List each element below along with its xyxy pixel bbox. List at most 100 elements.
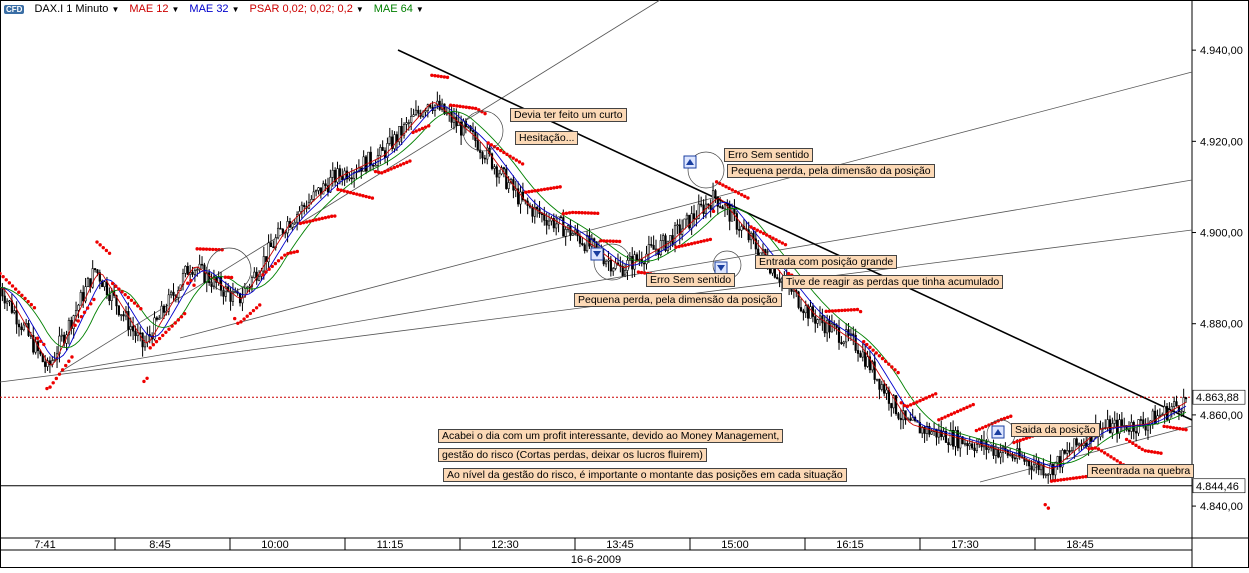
psar-dot <box>38 339 43 344</box>
trendline <box>179 71 1193 339</box>
psar-dot <box>439 74 443 79</box>
psar-dot <box>380 171 384 175</box>
psar-dot <box>696 240 700 244</box>
psar-dot <box>295 249 299 254</box>
candle-body <box>191 271 194 275</box>
psar-dot <box>927 394 932 399</box>
psar-dot <box>351 191 356 196</box>
candle-body <box>134 330 137 337</box>
psar-dot <box>42 342 46 347</box>
candle-body <box>754 238 757 250</box>
psar-dot <box>182 311 187 316</box>
candle-body <box>735 213 738 230</box>
psar-dot <box>586 211 591 215</box>
psar-dot <box>542 187 547 192</box>
psar-dot <box>1115 459 1119 463</box>
psar-dot <box>267 267 271 271</box>
candle-body <box>481 152 484 159</box>
candle-body <box>1120 419 1123 426</box>
candle-body <box>108 294 111 301</box>
candle-body <box>1106 419 1109 428</box>
y-tick-label: 4.880,00 <box>1200 319 1243 331</box>
psar-dot <box>880 356 885 361</box>
candle-body <box>937 429 940 438</box>
chart-toolbar: CFD DAX.I 1 Minuto ▼ MAE 12 ▼ MAE 32 ▼ PSAR… <box>0 0 424 18</box>
y-tick-label: 4.840,00 <box>1200 501 1243 513</box>
candle-body <box>840 342 843 344</box>
candle-body <box>1049 464 1052 475</box>
candle-body <box>1180 411 1183 413</box>
candle-body <box>155 317 158 320</box>
psar-dot <box>214 247 218 252</box>
candle-body <box>17 323 21 328</box>
psar-dot <box>389 167 393 171</box>
candle-body <box>205 272 208 283</box>
psar-dot <box>76 319 80 323</box>
candle-body <box>91 268 94 288</box>
candle-body <box>918 421 921 434</box>
psar-dot <box>674 245 678 249</box>
psar-dot <box>968 404 972 408</box>
candle-body <box>911 417 914 421</box>
candle-body <box>386 143 389 158</box>
candle-body <box>868 356 872 371</box>
candle-body <box>417 109 420 114</box>
candle-body <box>747 229 750 241</box>
psar-dot <box>64 363 68 368</box>
psar-dot <box>1093 446 1097 450</box>
candle-body <box>336 168 339 183</box>
psar-dot <box>846 308 850 312</box>
candle-body <box>120 314 123 316</box>
indicator-mae12[interactable]: MAE 12 ▼ <box>129 3 179 15</box>
psar-dot <box>101 245 105 250</box>
psar-dot <box>580 211 584 215</box>
annotation: Devia ter feito um curto <box>510 108 627 122</box>
psar-dot <box>245 314 249 318</box>
x-tick-label: 11:15 <box>377 539 404 551</box>
candle-body <box>267 242 270 263</box>
candle-body <box>814 316 817 324</box>
psar-dot <box>780 241 785 245</box>
indicator-psar[interactable]: PSAR 0,02; 0,02; 0,2 ▼ <box>249 3 363 15</box>
candle-body <box>1056 456 1059 463</box>
psar-dot <box>1159 451 1163 455</box>
indicator-mae32[interactable]: MAE 32 ▼ <box>189 3 239 15</box>
candle-body <box>483 157 486 160</box>
candle-body <box>578 235 582 244</box>
symbol-selector[interactable]: DAX.I 1 Minuto ▼ <box>34 3 119 15</box>
annotation: Reentrada na quebra <box>1087 464 1195 478</box>
candle-body <box>571 232 574 236</box>
reference-price-label: 4.844,46 <box>1196 481 1239 493</box>
candle-body <box>633 254 636 270</box>
candle-body <box>562 217 565 237</box>
psar-dot <box>855 307 860 312</box>
psar-dot <box>98 243 102 247</box>
candle-body <box>495 166 498 178</box>
candle-body <box>826 319 829 334</box>
psar-dot <box>1181 427 1185 431</box>
psar-dot <box>824 309 828 314</box>
annotation: Pequena perda, pela dimensão da posição <box>727 164 935 178</box>
psar-dot <box>405 160 409 165</box>
indicator-mae64[interactable]: MAE 64 ▼ <box>374 3 424 15</box>
psar-dot <box>273 261 278 266</box>
psar-dot <box>980 426 985 430</box>
candle-body <box>1184 397 1188 400</box>
psar-dot <box>201 247 206 251</box>
candle-body <box>643 262 646 265</box>
candle-body <box>398 126 401 143</box>
psar-dot <box>733 189 738 194</box>
psar-dot <box>1109 455 1113 459</box>
psar-dot <box>348 190 353 195</box>
candle-body <box>714 190 717 198</box>
candle-body <box>1001 446 1005 453</box>
psar-dot <box>596 211 600 216</box>
psar-dot <box>608 239 612 243</box>
candle-body <box>1058 456 1062 468</box>
psar-dot <box>398 163 403 167</box>
candle-body <box>310 198 313 203</box>
mae12-line <box>0 102 1187 469</box>
psar-dot <box>223 275 228 279</box>
